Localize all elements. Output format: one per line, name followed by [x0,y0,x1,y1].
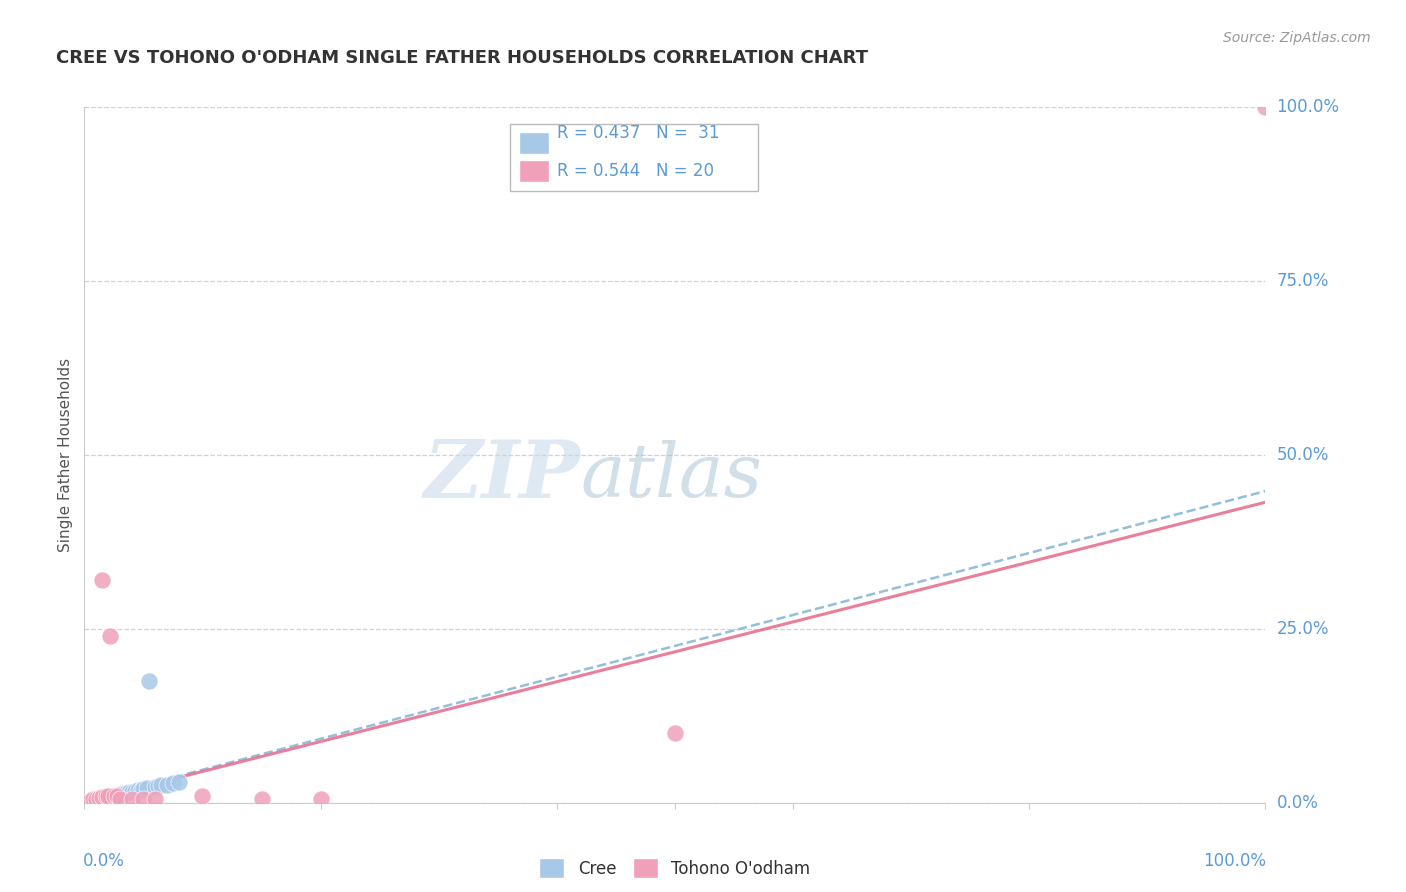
Point [89,791,111,805]
Point [132,792,155,806]
Text: ZIP: ZIP [423,437,581,515]
Point [84,791,107,805]
Text: Source: ZipAtlas.com: Source: ZipAtlas.com [1223,31,1371,45]
Y-axis label: Single Father Households: Single Father Households [58,358,73,552]
Point [124,784,146,798]
Point [87,791,110,805]
Point [97,789,120,803]
FancyBboxPatch shape [509,124,758,191]
Point [162,776,184,790]
Point [82,794,104,808]
Point [132,781,155,796]
Point [94,789,117,803]
Point [191,789,214,803]
Point [156,778,179,792]
Point [136,781,159,796]
Point [103,789,125,803]
Text: CREE VS TOHONO O'ODHAM SINGLE FATHER HOUSEHOLDS CORRELATION CHART: CREE VS TOHONO O'ODHAM SINGLE FATHER HOU… [56,49,869,67]
Point [107,789,129,803]
Point [91,791,114,805]
Point [1254,100,1277,114]
Point [98,789,121,803]
Text: 0.0%: 0.0% [83,852,125,870]
Bar [519,160,548,182]
Text: 100.0%: 100.0% [1277,98,1340,116]
Point [103,789,125,803]
Point [127,783,149,797]
Bar [519,132,548,154]
Point [250,792,273,806]
Point [138,674,160,689]
Text: 25.0%: 25.0% [1277,620,1329,638]
Point [121,785,143,799]
Point [167,775,190,789]
Legend: Cree, Tohono O'odham: Cree, Tohono O'odham [533,851,817,885]
Text: atlas: atlas [581,440,762,512]
Point [150,778,173,792]
Point [87,792,110,806]
Point [146,779,169,793]
Point [79,794,101,808]
Point [108,792,131,806]
Point [108,788,131,802]
Point [84,793,107,807]
Point [91,573,114,587]
Text: 0.0%: 0.0% [1277,794,1319,812]
Text: R = 0.437   N =  31: R = 0.437 N = 31 [557,124,720,142]
Point [118,785,141,799]
Point [98,629,121,643]
Point [82,792,104,806]
Point [111,787,134,801]
Point [143,792,166,806]
Point [94,790,117,805]
Text: 75.0%: 75.0% [1277,272,1329,290]
Point [121,792,143,806]
Text: 50.0%: 50.0% [1277,446,1329,464]
Point [91,791,114,805]
Point [309,792,332,806]
Point [79,794,101,808]
Point [91,790,114,805]
Text: 100.0%: 100.0% [1204,852,1267,870]
Point [664,726,686,740]
Point [143,780,166,794]
Point [114,786,136,800]
Point [84,792,107,806]
Point [83,794,105,808]
Point [97,789,120,804]
Point [129,782,152,797]
Point [105,788,128,802]
Text: R = 0.544   N = 20: R = 0.544 N = 20 [557,162,714,180]
